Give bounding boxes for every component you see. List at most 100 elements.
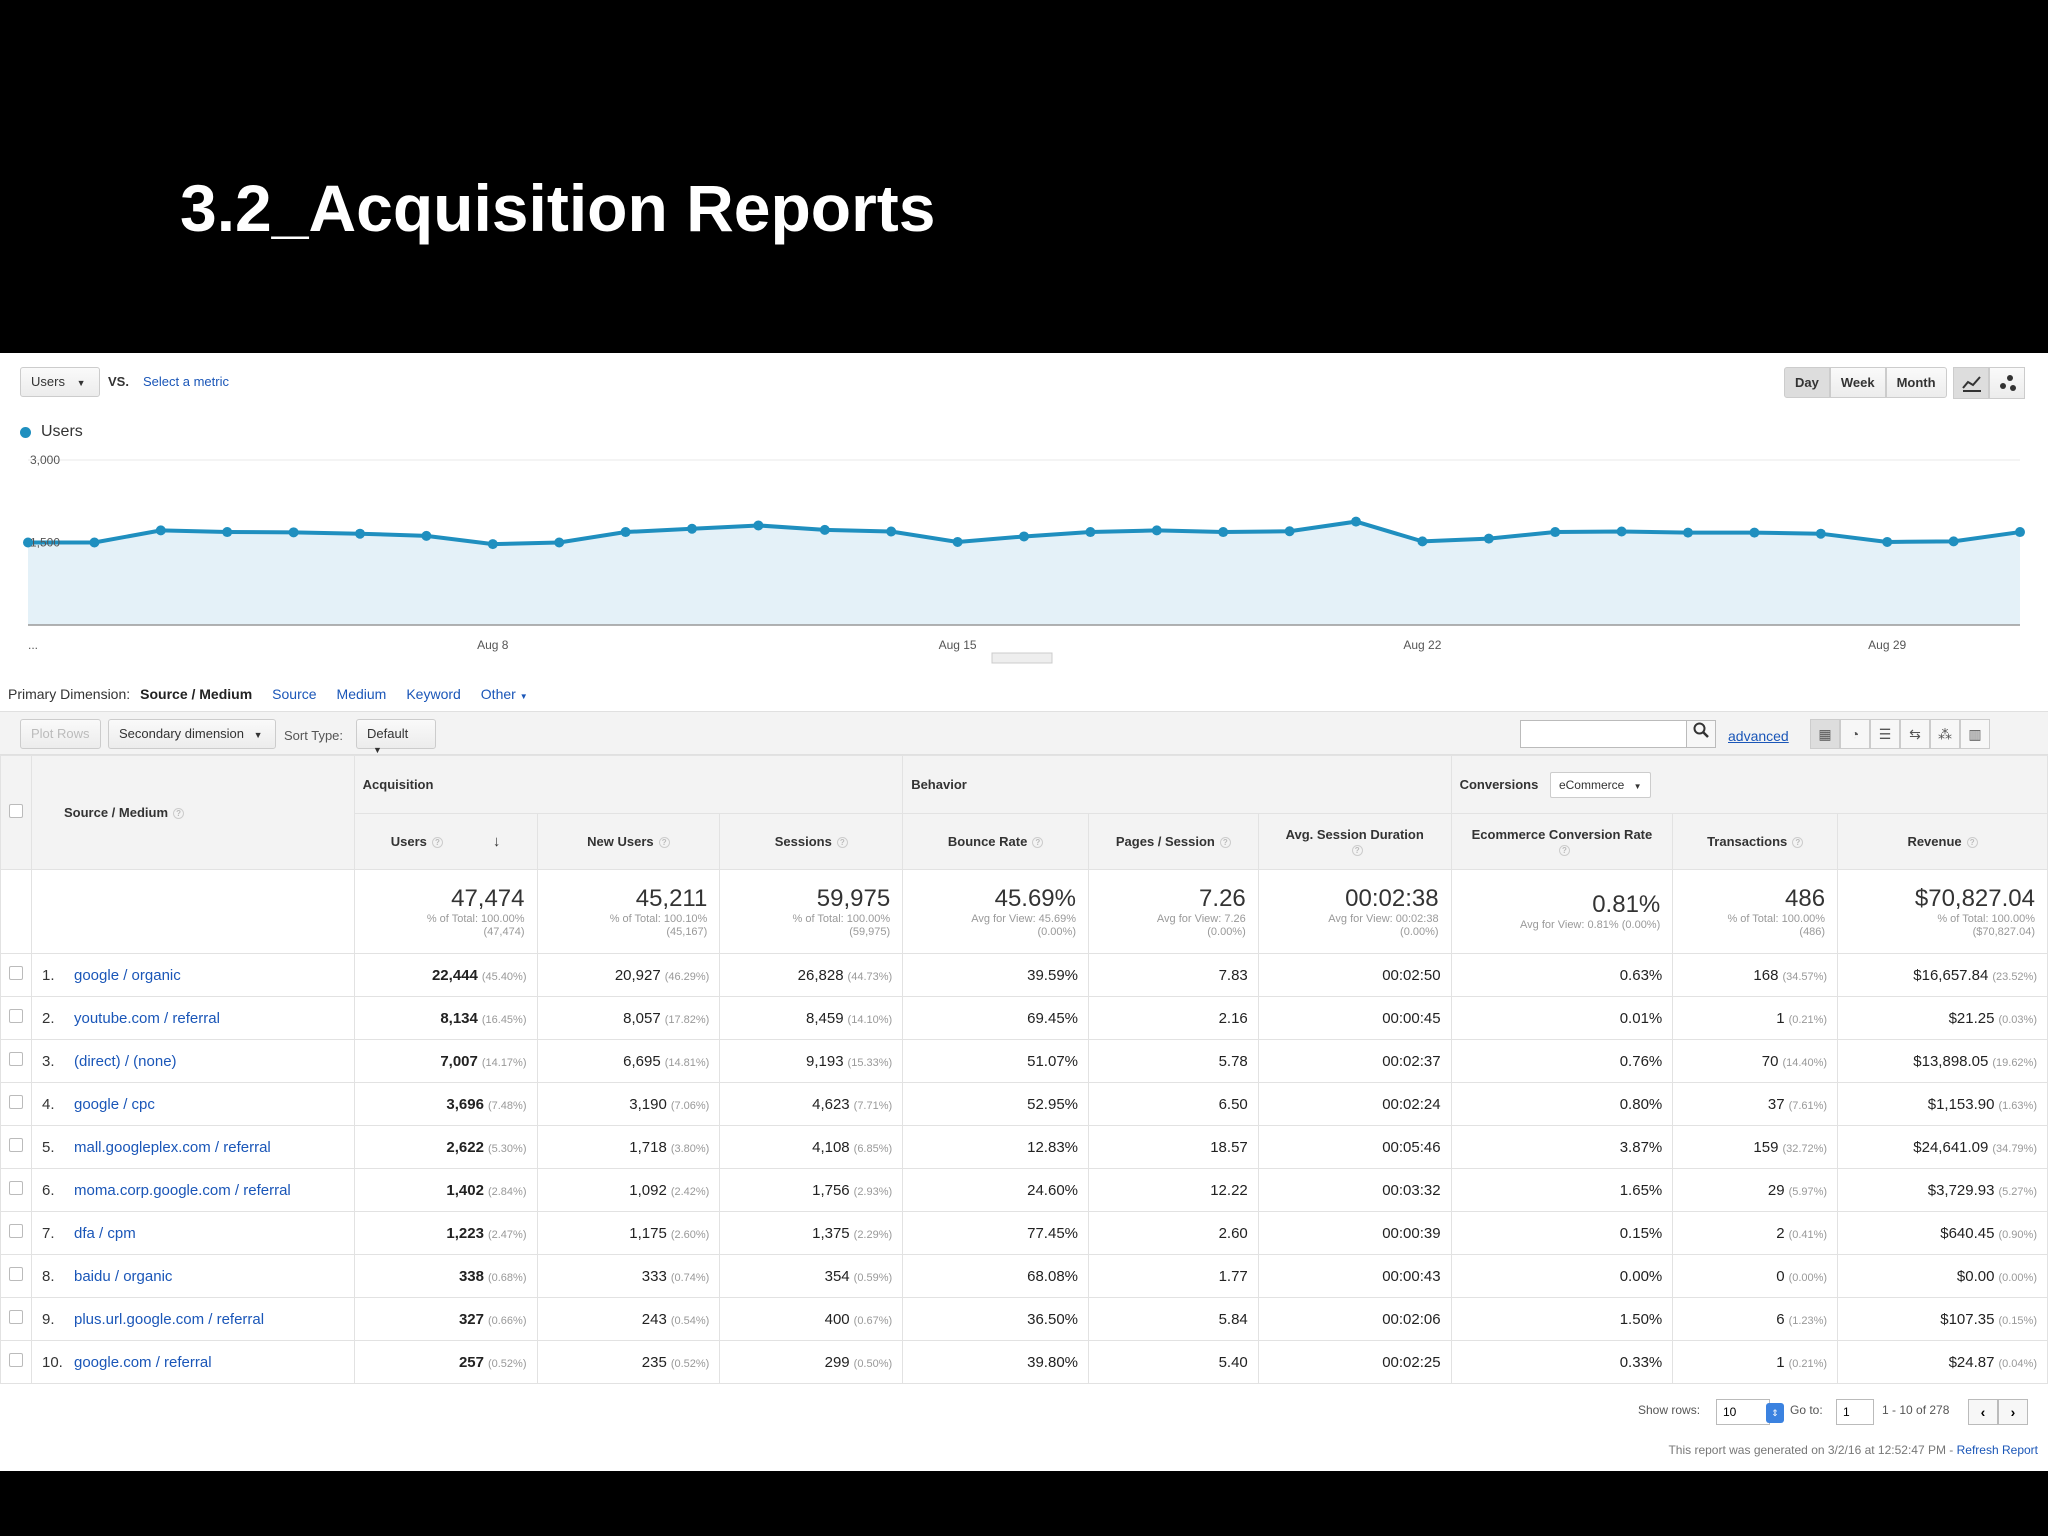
next-page-button[interactable]: ›	[1998, 1399, 2028, 1425]
metric-dropdown[interactable]: Users ▼	[20, 367, 100, 397]
pie-chart-icon[interactable]: ◔	[1840, 719, 1870, 749]
dimension-column-header[interactable]: Source / Medium?	[31, 755, 355, 870]
row-checkbox[interactable]	[9, 1224, 23, 1238]
trans-value: 2	[1776, 1224, 1785, 1242]
source-medium-link[interactable]: baidu / organic	[74, 1267, 173, 1285]
data-point	[355, 528, 365, 539]
row-checkbox-cell[interactable]	[0, 1211, 32, 1255]
search-icon[interactable]	[1686, 720, 1716, 748]
row-checkbox-cell[interactable]	[0, 1168, 32, 1212]
show-rows-dropdown-icon[interactable]: ⇕	[1766, 1403, 1784, 1423]
source-medium-link[interactable]: moma.corp.google.com / referral	[74, 1181, 291, 1199]
row-checkbox[interactable]	[9, 1267, 23, 1281]
row-checkbox[interactable]	[9, 966, 23, 980]
new_users-value: 8,057	[623, 1009, 661, 1027]
table-row[interactable]: 7. dfa / cpm 1,223 (2.47%) 1,175 (2.60%) 1,375…	[0, 1211, 2048, 1255]
comparison-icon[interactable]: ⇆	[1900, 719, 1930, 749]
motion-chart-icon[interactable]	[1989, 367, 2025, 399]
table-row[interactable]: 10. google.com / referral 257 (0.52%) 235 (0.…	[0, 1340, 2048, 1384]
table-row[interactable]: 2. youtube.com / referral 8,134 (16.45%) 8,0…	[0, 996, 2048, 1040]
pivot-icon[interactable]: ▥	[1960, 719, 1990, 749]
row-checkbox-cell[interactable]	[0, 1340, 32, 1384]
dimension-medium[interactable]: Medium	[336, 686, 387, 702]
column-header-sessions[interactable]: Sessions?	[719, 813, 904, 870]
column-header-pages-session[interactable]: Pages / Session?	[1088, 813, 1259, 870]
conv-cell: 0.80%	[1450, 1082, 1674, 1126]
column-header-conversion-rate[interactable]: Ecommerce Conversion Rate?	[1450, 813, 1674, 870]
goto-input[interactable]: 1	[1836, 1399, 1874, 1425]
source-cell: 6. moma.corp.google.com / referral	[31, 1168, 355, 1212]
source-medium-link[interactable]: youtube.com / referral	[74, 1009, 220, 1027]
row-checkbox-cell[interactable]	[0, 1039, 32, 1083]
row-checkbox-cell[interactable]	[0, 996, 32, 1040]
secondary-dimension-dropdown[interactable]: Secondary dimension ▼	[108, 719, 276, 749]
table-row[interactable]: 8. baidu / organic 338 (0.68%) 333 (0.74%) 354…	[0, 1254, 2048, 1298]
column-header-avg-duration[interactable]: Avg. Session Duration?	[1257, 813, 1452, 870]
select-all-checkbox[interactable]	[9, 804, 23, 818]
table-row[interactable]: 5. mall.googleplex.com / referral 2,622 (5.…	[0, 1125, 2048, 1169]
table-row[interactable]: 4. google / cpc 3,696 (7.48%) 3,190 (7.06%) 4,…	[0, 1082, 2048, 1126]
performance-icon[interactable]: ☰	[1870, 719, 1900, 749]
source-medium-link[interactable]: plus.url.google.com / referral	[74, 1310, 265, 1328]
duration-value: 00:02:24	[1382, 1095, 1441, 1113]
source-medium-link[interactable]: (direct) / (none)	[74, 1052, 177, 1070]
show-rows-select[interactable]: 10	[1716, 1399, 1770, 1425]
select-metric-link[interactable]: Select a metric	[143, 374, 229, 389]
sort-type-dropdown[interactable]: Default ▼	[356, 719, 436, 755]
prev-page-button[interactable]: ‹	[1968, 1399, 1998, 1425]
column-header-new-users[interactable]: New Users?	[536, 813, 721, 870]
dimension-source[interactable]: Source	[272, 686, 317, 702]
source-medium-link[interactable]: google.com / referral	[74, 1353, 212, 1371]
column-header-transactions[interactable]: Transactions?	[1672, 813, 1839, 870]
term-cloud-icon[interactable]: ⁂	[1930, 719, 1960, 749]
row-checkbox-cell[interactable]	[0, 1125, 32, 1169]
line-chart-icon[interactable]	[1953, 367, 1989, 399]
table-row[interactable]: 9. plus.url.google.com / referral 327 (0.66…	[0, 1297, 2048, 1341]
conversions-goal-dropdown[interactable]: eCommerce ▼	[1549, 771, 1651, 798]
column-header-bounce-rate[interactable]: Bounce Rate?	[902, 813, 1089, 870]
sessions-cell: 1,375 (2.29%)	[719, 1211, 904, 1255]
period-month-button[interactable]: Month	[1885, 367, 1947, 398]
new_users-cell: 3,190 (7.06%)	[536, 1082, 721, 1126]
row-checkbox-cell[interactable]	[0, 953, 32, 997]
period-week-button[interactable]: Week	[1829, 367, 1886, 398]
dimension-keyword[interactable]: Keyword	[406, 686, 461, 702]
period-day-button[interactable]: Day	[1784, 367, 1830, 398]
sessions-percent: (2.29%)	[853, 1228, 893, 1241]
data-point	[620, 527, 631, 538]
users-value: 1,402	[446, 1181, 484, 1199]
show-rows-label: Show rows:	[1638, 1403, 1701, 1417]
row-checkbox[interactable]	[9, 1052, 23, 1066]
pages-cell: 2.16	[1088, 996, 1259, 1040]
column-header-revenue[interactable]: Revenue?	[1837, 813, 2048, 870]
row-checkbox[interactable]	[9, 1009, 23, 1023]
row-checkbox[interactable]	[9, 1181, 23, 1195]
table-row[interactable]: 1. google / organic 22,444 (45.40%) 20,927 (4…	[0, 953, 2048, 997]
row-checkbox-cell[interactable]	[0, 1297, 32, 1341]
plot-rows-button[interactable]: Plot Rows	[20, 719, 101, 749]
column-header-users[interactable]: Users? ↓	[353, 813, 538, 870]
refresh-report-link[interactable]: Refresh Report	[1956, 1443, 2038, 1457]
dimension-other[interactable]: Other ▼	[481, 686, 528, 702]
table-row[interactable]: 6. moma.corp.google.com / referral 1,402 (2…	[0, 1168, 2048, 1212]
column-label: Transactions	[1707, 834, 1788, 849]
table-search-input[interactable]	[1520, 720, 1690, 748]
new_users-percent: (2.60%)	[670, 1228, 710, 1241]
row-checkbox-cell[interactable]	[0, 1254, 32, 1298]
row-checkbox[interactable]	[9, 1138, 23, 1152]
dimension-source-medium[interactable]: Source / Medium	[140, 686, 253, 702]
source-medium-link[interactable]: mall.googleplex.com / referral	[74, 1138, 271, 1156]
advanced-filter-link[interactable]: advanced	[1728, 728, 1789, 744]
source-medium-link[interactable]: google / cpc	[74, 1095, 155, 1113]
row-checkbox[interactable]	[9, 1310, 23, 1324]
revenue-value: $21.25	[1948, 1009, 1995, 1027]
source-medium-link[interactable]: google / organic	[74, 966, 181, 984]
source-medium-link[interactable]: dfa / cpm	[74, 1224, 136, 1242]
row-checkbox-cell[interactable]	[0, 1082, 32, 1126]
pages-cell: 18.57	[1088, 1125, 1259, 1169]
table-row[interactable]: 3. (direct) / (none) 7,007 (14.17%) 6,695 (14…	[0, 1039, 2048, 1083]
row-checkbox[interactable]	[9, 1353, 23, 1367]
data-table-icon[interactable]: ▦	[1810, 719, 1840, 749]
row-checkbox[interactable]	[9, 1095, 23, 1109]
select-all-cell[interactable]	[0, 755, 32, 870]
